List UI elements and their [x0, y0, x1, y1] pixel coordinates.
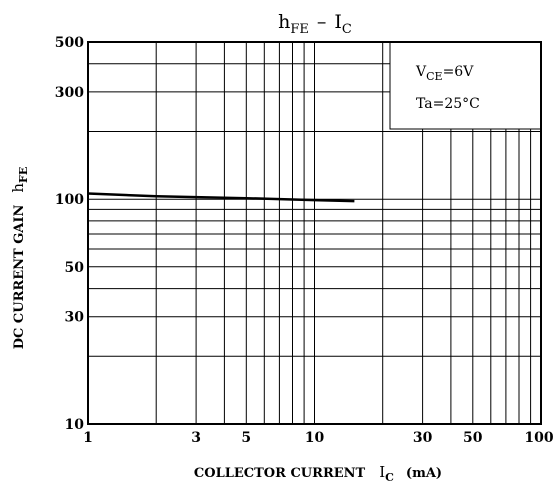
y-tick-label: 30 — [65, 310, 85, 326]
series-lines — [87, 192, 355, 203]
y-tick-label: 100 — [55, 192, 84, 208]
x-tick-label: 100 — [524, 430, 553, 446]
y-tick-label: 300 — [55, 85, 84, 101]
x-tick-label: 1 — [83, 430, 93, 446]
y-tick-label: 500 — [55, 35, 84, 51]
y-tick-label: 50 — [65, 260, 85, 276]
series-line — [87, 192, 355, 203]
x-tick-label: 50 — [463, 430, 483, 446]
x-tick-label: 5 — [241, 430, 251, 446]
x-tick-label: 10 — [305, 430, 325, 446]
x-tick-labels: 1 3 5 10 30 50 100 — [83, 430, 554, 446]
annotation-vce: VCE=6V — [415, 64, 474, 83]
annotation-ta: Ta=25°C — [416, 96, 480, 112]
x-axis-label: COLLECTOR CURRENT IC (mA) — [194, 463, 442, 484]
x-tick-label: 30 — [413, 430, 433, 446]
x-tick-label: 3 — [191, 430, 201, 446]
y-tick-label: 10 — [65, 417, 85, 433]
plot-frame — [87, 41, 542, 425]
y-axis-label: DC CURRENT GAINhFE — [9, 167, 30, 349]
annotation-box — [389, 41, 542, 130]
y-tick-labels: 10 30 50 100 300 500 — [55, 35, 84, 433]
chart-title: hFE – IC — [278, 11, 352, 37]
